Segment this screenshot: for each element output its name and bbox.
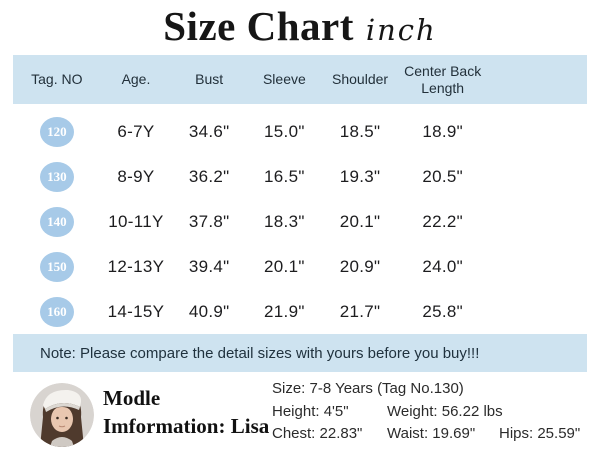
bust-cell: 34.6" (188, 121, 230, 141)
model-weight: Weight: 56.22 lbs (387, 402, 503, 420)
model-size: Size: 7-8 Years (Tag No.130) (272, 380, 464, 397)
header-tag-no: Tag. NO (31, 71, 83, 88)
shoulder-cell: 20.1" (339, 211, 381, 231)
sleeve-cell: 18.3" (264, 211, 305, 231)
age-cell: 10-11Y (108, 211, 164, 231)
center-back-length-cell: 18.9" (422, 121, 463, 141)
shoulder-cell: 20.9" (339, 256, 381, 276)
title-text: Size Chart (163, 3, 354, 49)
tag-cell: 120 (13, 116, 101, 147)
table-row: 150 12-13Y 39.4" 20.1" 20.9" 24.0" (13, 244, 587, 289)
model-chest-waist-hips-line: Chest: 22.83" Waist: 19.69" Hips: 25.59" (272, 423, 580, 446)
tag-badge: 160 (39, 296, 74, 327)
age-cell: 12-13Y (107, 256, 165, 276)
age-cell: 6-7Y (117, 121, 155, 141)
tag-badge: 120 (39, 116, 74, 147)
child-avatar-icon (30, 383, 94, 447)
model-hips: Hips: 25.59" (499, 425, 581, 442)
header-center-back-length: Center Back Length (404, 63, 482, 96)
tag-badge: 140 (39, 206, 74, 237)
shoulder-cell: 21.7" (339, 301, 381, 321)
bust-cell: 39.4" (188, 256, 230, 276)
tag-badge: 130 (39, 161, 74, 192)
model-height-weight-line: Height: 4'5" Weight: 56.22 lbs (272, 401, 580, 424)
table-body: 120 6-7Y 34.6" 15.0" 18.5" 18.9" 130 8-9… (13, 109, 587, 334)
header-shoulder: Shoulder (332, 71, 389, 88)
tag-cell: 140 (13, 206, 101, 237)
tag-cell: 150 (13, 251, 101, 282)
model-photo (30, 383, 94, 447)
model-height: Height: 4'5" (272, 402, 349, 420)
model-information-label: Modle Imformation: Lisa (103, 384, 269, 440)
note-banner: Note: Please compare the detail sizes wi… (13, 334, 587, 372)
page-title: Size Chart inch (0, 2, 600, 50)
bust-cell: 37.8" (188, 211, 230, 231)
header-bust: Bust (195, 71, 224, 88)
shoulder-cell: 18.5" (339, 121, 381, 141)
model-chest: Chest: 22.83" (272, 425, 363, 442)
model-label-line2: Imformation: Lisa (103, 414, 270, 438)
sleeve-cell: 16.5" (264, 166, 305, 186)
center-back-length-cell: 24.0" (422, 256, 463, 276)
bust-cell: 40.9" (188, 301, 230, 321)
note-text: Note: Please compare the detail sizes wi… (40, 344, 480, 362)
age-cell: 8-9Y (117, 166, 155, 186)
model-measurements: Size: 7-8 Years (Tag No.130) Height: 4'5… (272, 378, 580, 446)
tag-cell: 160 (13, 296, 101, 327)
center-back-length-cell: 25.8" (422, 301, 463, 321)
table-row: 160 14-15Y 40.9" 21.9" 21.7" 25.8" (13, 289, 587, 334)
header-age: Age. (121, 71, 151, 88)
tag-cell: 130 (13, 161, 101, 192)
table-row: 120 6-7Y 34.6" 15.0" 18.5" 18.9" (13, 109, 587, 154)
model-label-line1: Modle (103, 386, 161, 410)
table-header-row: Tag. NO Age. Bust Sleeve Shoulder Center… (13, 55, 587, 104)
model-waist: Waist: 19.69" (387, 425, 476, 442)
title-unit: inch (365, 13, 437, 47)
tag-badge: 150 (39, 251, 74, 282)
sleeve-cell: 21.9" (264, 301, 305, 321)
bust-cell: 36.2" (188, 166, 230, 186)
table-row: 140 10-11Y 37.8" 18.3" 20.1" 22.2" (13, 199, 587, 244)
shoulder-cell: 19.3" (339, 166, 381, 186)
age-cell: 14-15Y (107, 301, 165, 321)
center-back-length-cell: 20.5" (422, 166, 463, 186)
sleeve-cell: 20.1" (264, 256, 305, 276)
table-row: 130 8-9Y 36.2" 16.5" 19.3" 20.5" (13, 154, 587, 199)
sleeve-cell: 15.0" (264, 121, 305, 141)
center-back-length-cell: 22.2" (422, 211, 463, 231)
header-sleeve: Sleeve (262, 71, 306, 88)
model-size-line: Size: 7-8 Years (Tag No.130) (272, 378, 580, 401)
